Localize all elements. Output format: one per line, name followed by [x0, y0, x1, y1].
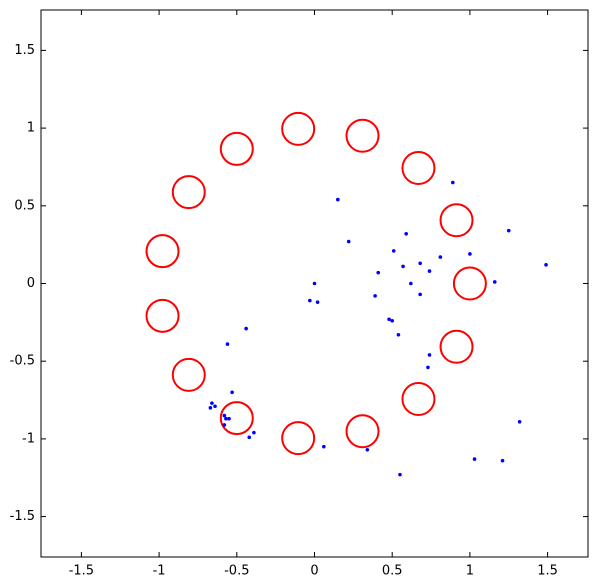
- ring-marker: [171, 175, 206, 210]
- dot-marker: [336, 197, 340, 202]
- dot-marker: [308, 298, 312, 303]
- dot-marker: [365, 447, 370, 452]
- dot-marker: [208, 406, 213, 410]
- ring-marker: [219, 401, 254, 436]
- dot-marker: [427, 269, 432, 273]
- dot-marker: [387, 317, 391, 322]
- dot-marker: [213, 404, 217, 409]
- dot-marker: [222, 423, 227, 427]
- ring-marker: [171, 357, 206, 392]
- dot-marker: [451, 180, 455, 185]
- dot-marker: [426, 365, 430, 370]
- dot-marker: [346, 239, 351, 244]
- ring-marker: [401, 151, 436, 186]
- y-tick-label: -0.5: [10, 354, 35, 369]
- x-tick-label: 1.5: [537, 564, 558, 579]
- dot-marker: [396, 332, 401, 337]
- ring-marker: [345, 414, 380, 449]
- x-tick-label: 0: [310, 564, 318, 579]
- dot-marker: [418, 292, 422, 297]
- dot-marker: [409, 281, 413, 286]
- x-tick-label: -1: [153, 564, 166, 579]
- dot-marker: [517, 420, 522, 424]
- dot-marker: [404, 231, 408, 236]
- ring-marker: [219, 131, 254, 166]
- dot-marker: [398, 472, 402, 477]
- dot-marker: [322, 444, 326, 449]
- ring-marker: [439, 203, 474, 238]
- x-tick-label: 1: [466, 564, 474, 579]
- y-tick-label: 1.5: [14, 43, 35, 58]
- dot-marker: [418, 261, 422, 266]
- ring-marker: [345, 118, 380, 153]
- dot-marker: [315, 300, 320, 304]
- dot-marker: [312, 281, 317, 286]
- ring-marker: [145, 234, 180, 269]
- dot-marker: [222, 413, 227, 418]
- y-tick-label: 1: [27, 121, 35, 136]
- dot-marker: [230, 390, 234, 395]
- dot-marker: [252, 430, 256, 435]
- dot-marker: [390, 318, 394, 323]
- dot-marker: [468, 252, 472, 256]
- y-tick-label: -1: [22, 431, 35, 446]
- dot-marker: [492, 280, 497, 284]
- dot-marker: [391, 249, 396, 253]
- dot-marker: [401, 264, 405, 269]
- dot-marker: [227, 416, 231, 421]
- dot-marker: [506, 228, 511, 233]
- dot-marker: [544, 263, 548, 267]
- ring-marker: [145, 298, 180, 333]
- dot-marker: [244, 326, 248, 331]
- dot-marker: [373, 294, 377, 298]
- x-tick-label: 0.5: [382, 564, 403, 579]
- dot-marker: [224, 416, 228, 421]
- dot-marker: [500, 458, 505, 463]
- dot-marker: [210, 401, 214, 405]
- dot-marker: [225, 342, 230, 346]
- x-tick-label: -0.5: [224, 564, 249, 579]
- dot-marker: [247, 435, 252, 440]
- y-tick-label: -1.5: [10, 509, 35, 524]
- dot-marker: [472, 457, 477, 461]
- ring-marker: [452, 266, 487, 301]
- ring-marker: [281, 421, 316, 456]
- ring-marker: [439, 329, 474, 364]
- y-tick-label: 0: [27, 276, 35, 291]
- dot-marker: [438, 255, 443, 259]
- ring-marker: [281, 111, 316, 146]
- dot-marker: [427, 353, 432, 357]
- dot-marker: [376, 270, 381, 275]
- ring-marker: [401, 381, 436, 416]
- y-tick-label: 0.5: [14, 198, 35, 213]
- x-tick-label: -1.5: [69, 564, 94, 579]
